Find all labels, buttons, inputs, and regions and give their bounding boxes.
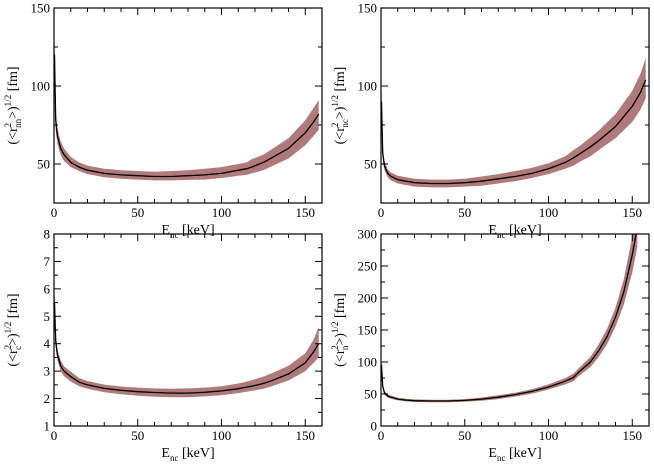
y-tick-label: 4	[44, 336, 51, 351]
y-tick-label: 200	[358, 291, 378, 306]
y-tick-label: 300	[358, 227, 378, 242]
y-tick-label: 5	[44, 309, 51, 324]
x-tick-label: 0	[51, 205, 58, 220]
uncertainty-band	[54, 42, 319, 181]
x-axis-label: Enc [keV]	[161, 446, 214, 463]
y-tick-label: 100	[358, 355, 378, 370]
x-tick-label: 100	[539, 205, 559, 220]
x-tick-label: 100	[212, 205, 232, 220]
y-tick-label: 150	[31, 1, 51, 16]
y-tick-label: 8	[44, 227, 51, 242]
x-tick-label: 0	[378, 428, 385, 443]
y-tick-label: 100	[31, 79, 51, 94]
x-tick-label: 50	[131, 205, 144, 220]
central-line	[54, 54, 320, 178]
x-tick-label: 150	[623, 428, 643, 443]
central-line	[381, 79, 647, 185]
y-tick-label: 100	[358, 79, 378, 94]
y-axis-label: (<r2nc>)1/2 [fm]	[330, 67, 350, 145]
x-tick-label: 150	[296, 205, 316, 220]
x-tick-label: 150	[296, 428, 316, 443]
y-tick-label: 0	[371, 419, 378, 434]
central-line	[381, 234, 637, 402]
y-tick-label: 50	[364, 387, 377, 402]
y-tick-label: 150	[358, 1, 378, 16]
x-tick-label: 100	[539, 428, 559, 443]
y-tick-label: 50	[37, 157, 50, 172]
x-tick-label: 100	[212, 428, 232, 443]
uncertainty-band	[54, 288, 319, 398]
central-line	[54, 302, 320, 394]
x-tick-label: 0	[378, 205, 385, 220]
x-tick-label: 0	[51, 428, 58, 443]
x-tick-label: 50	[458, 205, 471, 220]
x-tick-label: 150	[623, 205, 643, 220]
x-tick-label: 50	[458, 428, 471, 443]
y-tick-label: 1	[44, 419, 51, 434]
panel-bottom-left: 0 50 100 150 1 2 3 4 5 6 7 8 Enc [keV] (<r2c>)1/2 [fm…	[3, 227, 323, 463]
y-tick-label: 7	[44, 254, 51, 269]
y-axis-label: (<r2n>)1/2 [fm]	[330, 293, 350, 367]
y-axis-label: (<r2c>)1/2 [fm]	[3, 293, 23, 366]
panel-bottom-right: 0 50 100 150 0 50 100 150 200 250 300 Enc [keV] (<r2…	[330, 227, 650, 463]
y-tick-label: 150	[358, 323, 378, 338]
y-tick-label: 50	[364, 157, 377, 172]
y-tick-label: 250	[358, 259, 378, 274]
uncertainty-band	[381, 57, 646, 188]
x-axis-label: Enc [keV]	[488, 446, 541, 463]
y-tick-label: 6	[44, 281, 51, 296]
x-tick-label: 50	[131, 428, 144, 443]
y-tick-label: 3	[44, 364, 51, 379]
y-tick-label: 2	[44, 391, 51, 406]
y-axis-label: (<r2nn>)1/2 [fm]	[3, 66, 23, 144]
